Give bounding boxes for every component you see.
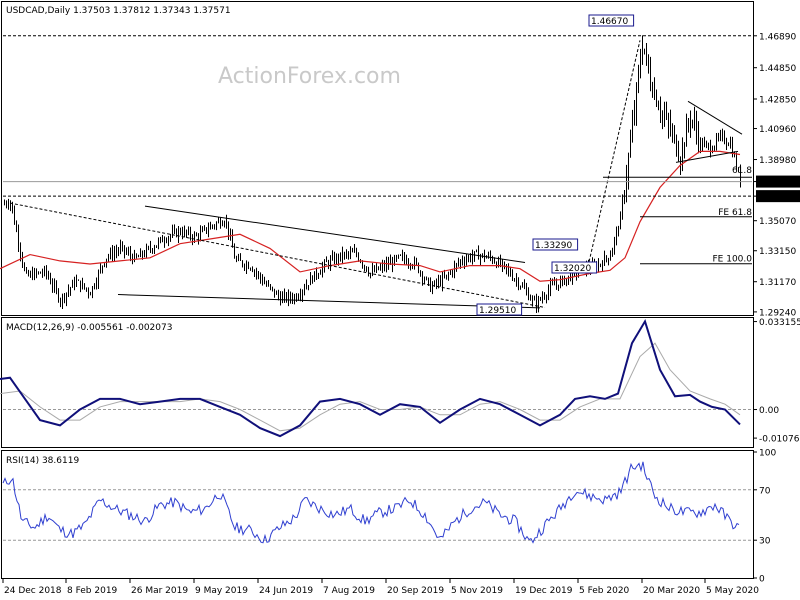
label-132020: 1.32020 (554, 264, 591, 274)
time-tick-label: 5 Nov 2019 (451, 586, 503, 596)
label-129510: 1.29510 (479, 306, 516, 316)
triangle-lower-line (675, 150, 739, 163)
price-tick-label: 1.44850 (759, 64, 796, 74)
label-132020-box (551, 261, 598, 274)
label-fe-618: FE 61.8 (718, 208, 752, 218)
label-146670-box (588, 14, 635, 27)
label-146670: 1.46670 (591, 17, 628, 27)
macd-tick-label: -0.010769 (759, 435, 800, 445)
macd-header: MACD(12,26,9) -0.005561 -0.002073 (6, 323, 172, 333)
time-tick-label: 24 Jun 2019 (259, 586, 313, 596)
rsi-pane (2, 461, 752, 544)
price-tick-label: 1.33150 (759, 247, 796, 257)
rsi-axis: 100 70 30 0 (753, 449, 776, 585)
price-tick-label: 1.36640 (759, 193, 796, 203)
rsi-header: RSI(14) 38.6119 (6, 456, 79, 466)
price-pane: 1.46670 1.33290 1.32020 1.29510 FE 61.8 FE 10… (0, 14, 753, 316)
dashed-trendline-rally (587, 40, 641, 267)
label-133290: 1.33290 (535, 241, 572, 251)
price-tick-label: 1.37571 (759, 178, 796, 188)
price-tick-label: 1.29240 (759, 308, 796, 318)
price-tick-label: 1.42850 (759, 95, 796, 105)
label-129510-box (476, 303, 523, 316)
watermark: ActionForex.com (218, 64, 401, 89)
price-tick-label: 1.46890 (759, 32, 796, 42)
price-tick-label: 1.40960 (759, 125, 796, 135)
dashed-trendline-decline (9, 202, 546, 309)
price-tag-bg (756, 190, 800, 203)
time-axis: 24 Dec 2018 8 Feb 2019 26 Mar 2019 9 May 20… (2, 579, 759, 596)
rsi-tick-label: 30 (759, 537, 771, 547)
time-tick-label: 20 Mar 2020 (643, 586, 700, 596)
time-tick-label: 24 Dec 2018 (4, 586, 62, 596)
rsi-tick-label: 70 (759, 486, 771, 496)
macd-line (0, 318, 741, 438)
moving-average-line (0, 150, 741, 282)
trendline-upper (144, 205, 526, 263)
trendline-lower (117, 294, 541, 309)
time-tick-label: 7 Aug 2019 (323, 586, 375, 596)
macd-axis: 0.033155 0.00 -0.010769 (753, 318, 800, 445)
price-tag-bg (756, 175, 800, 188)
macd-pane-frame (1, 317, 754, 448)
time-tick-label: 8 Feb 2019 (67, 586, 118, 596)
rsi-tick-label: 0 (759, 575, 765, 585)
price-axis: 1.46890 1.44850 1.42850 1.40960 1.38980 1.375… (753, 32, 800, 318)
price-pane-frame (1, 1, 754, 316)
time-tick-label: 20 Sep 2019 (387, 586, 444, 596)
label-133290-box (532, 238, 579, 251)
price-tick-label: 1.31170 (759, 278, 796, 288)
macd-tick-label: 0.033155 (759, 318, 800, 328)
time-tick-label: 26 Mar 2019 (131, 586, 188, 596)
macd-pane (0, 318, 752, 438)
rsi-pane-frame (1, 450, 754, 579)
time-tick-label: 5 May 2020 (706, 586, 759, 596)
time-tick-label: 9 May 2019 (195, 586, 248, 596)
price-tick-label: 1.38980 (759, 156, 796, 166)
triangle-upper-line (687, 100, 743, 135)
rsi-line (2, 461, 740, 544)
price-tick-label: 1.35070 (759, 217, 796, 227)
time-tick-label: 19 Dec 2019 (515, 586, 573, 596)
rsi-tick-label: 100 (759, 449, 776, 459)
label-fe-100: FE 100.0 (713, 255, 753, 265)
price-header: USDCAD,Daily 1.37503 1.37812 1.37343 1.3… (6, 6, 231, 16)
label-fib-618: 61.8 (732, 166, 752, 176)
time-tick-label: 5 Feb 2020 (579, 586, 630, 596)
macd-tick-label: 0.00 (759, 406, 779, 416)
